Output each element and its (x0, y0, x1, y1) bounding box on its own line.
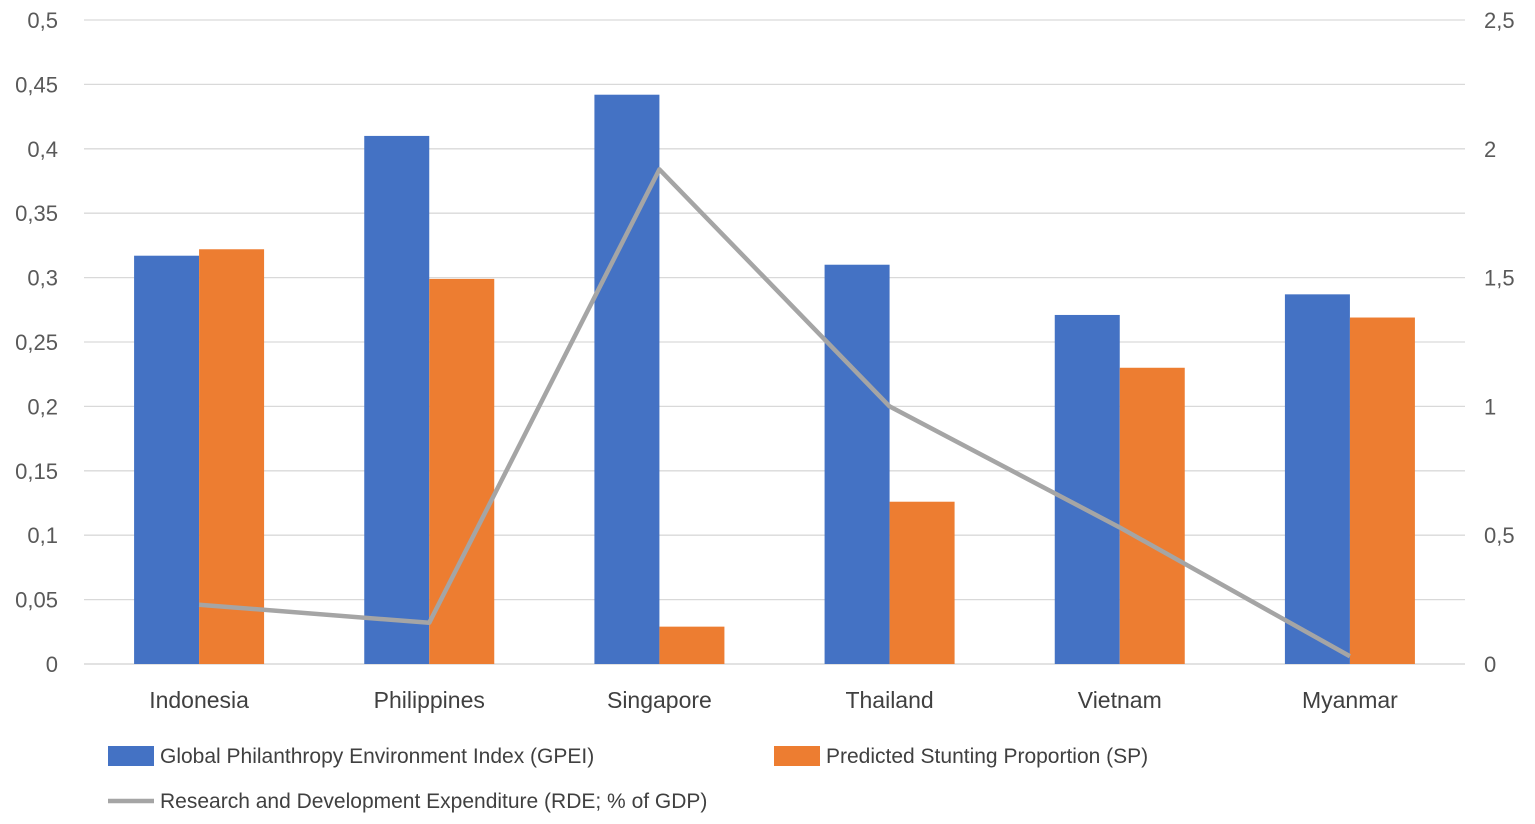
left-axis-tick-label: 0,25 (15, 330, 58, 355)
bar (1284, 294, 1350, 664)
bar (1349, 317, 1415, 664)
bar (364, 135, 430, 665)
right-axis-tick-label: 2 (1484, 137, 1496, 162)
bar (659, 626, 725, 664)
left-axis-tick-label: 0,35 (15, 201, 58, 226)
series-line (198, 167, 1352, 659)
left-axis-tick-label: 0 (46, 652, 58, 677)
legend-label: Predicted Stunting Proportion (SP) (826, 745, 1148, 768)
right-axis-tick-label: 0,5 (1484, 523, 1515, 548)
legend-label: Global Philanthropy Environment Index (G… (160, 745, 594, 768)
category-label: Singapore (607, 687, 712, 713)
bar-series (134, 94, 1415, 665)
category-label: Philippines (374, 687, 485, 713)
left-axis-tick-label: 0,4 (27, 137, 58, 162)
right-axis-tick-label: 1 (1484, 394, 1496, 419)
category-label: Indonesia (149, 687, 249, 713)
right-axis-tick-label: 0 (1484, 652, 1496, 677)
bar (594, 94, 660, 665)
category-label: Vietnam (1078, 687, 1162, 713)
legend-label: Research and Development Expenditure (RD… (160, 790, 707, 813)
category-label: Myanmar (1302, 687, 1398, 713)
left-axis-tick-label: 0,2 (27, 394, 58, 419)
legend-swatch (774, 746, 820, 766)
left-axis-tick-label: 0,3 (27, 266, 58, 291)
category-label: Thailand (845, 687, 933, 713)
legend: Global Philanthropy Environment Index (G… (108, 745, 1148, 813)
left-axis-tick-label: 0,45 (15, 72, 58, 97)
right-axis-tick-label: 1,5 (1484, 266, 1515, 291)
bar (1054, 314, 1120, 664)
right-axis-tick-labels: 0 0,5 1 1,5 2 2,5 (1484, 8, 1515, 677)
bar (1119, 367, 1185, 664)
bar (199, 249, 265, 664)
gridlines (84, 19, 1465, 665)
left-axis-tick-label: 0,15 (15, 459, 58, 484)
left-axis-tick-labels: 0 0,05 0,1 0,15 0,2 0,25 0,3 0,35 0,4 0,45 0,5 (15, 8, 58, 677)
line-series (198, 167, 1352, 659)
category-axis-labels: Indonesia Philippines Singapore Thailand Vie… (149, 687, 1398, 713)
left-axis-tick-label: 0,1 (27, 523, 58, 548)
right-axis-tick-label: 2,5 (1484, 8, 1515, 33)
legend-swatch (108, 746, 154, 766)
left-axis-tick-label: 0,05 (15, 588, 58, 613)
left-axis-tick-label: 0,5 (27, 8, 58, 33)
bar (134, 255, 200, 665)
bar (824, 264, 890, 664)
bar (889, 501, 955, 664)
